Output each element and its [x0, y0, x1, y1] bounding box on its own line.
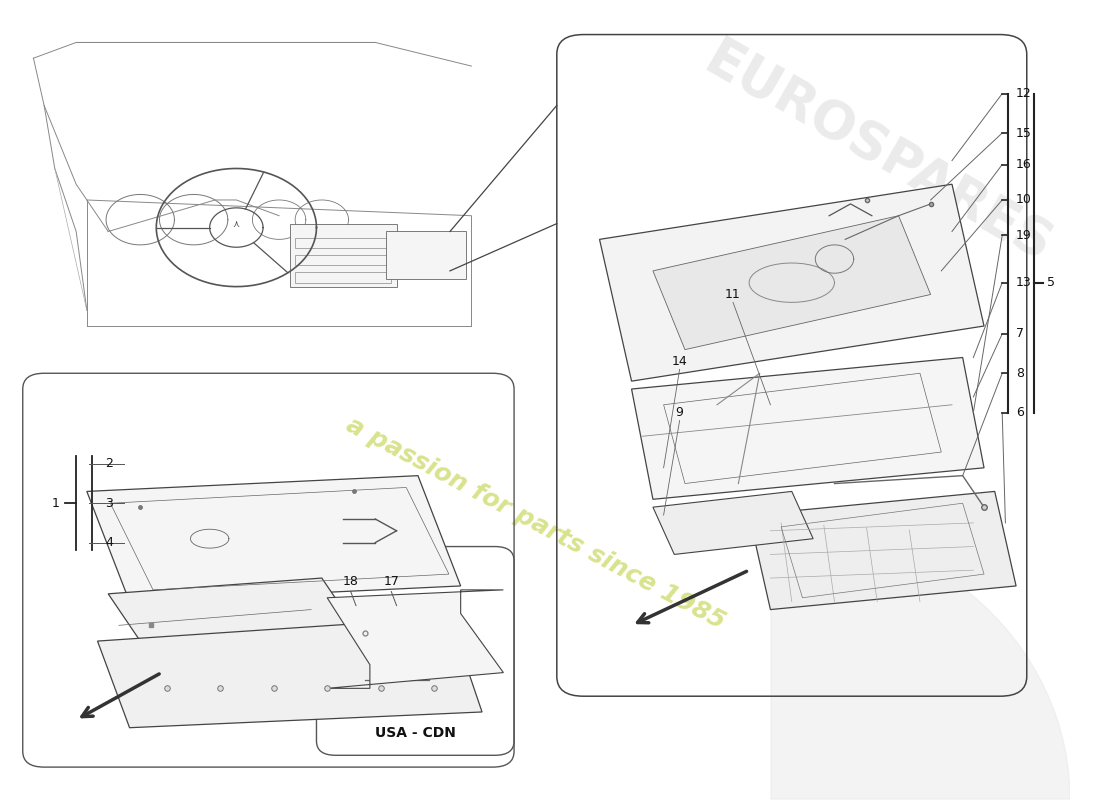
Polygon shape	[386, 231, 466, 278]
Polygon shape	[327, 590, 504, 688]
Polygon shape	[653, 216, 931, 350]
Text: ⋏: ⋏	[233, 218, 240, 229]
Polygon shape	[98, 618, 482, 728]
Text: 15: 15	[1016, 126, 1032, 139]
Text: 12: 12	[1016, 87, 1032, 100]
Text: 7: 7	[1016, 327, 1024, 340]
Polygon shape	[108, 578, 364, 657]
Text: 17: 17	[383, 575, 399, 589]
Polygon shape	[600, 184, 984, 381]
Text: 2: 2	[104, 458, 113, 470]
Text: 13: 13	[1016, 276, 1032, 289]
Polygon shape	[289, 224, 397, 286]
Text: 5: 5	[1047, 276, 1055, 289]
Text: 19: 19	[1016, 229, 1032, 242]
Text: 4: 4	[104, 536, 113, 549]
Text: 11: 11	[725, 288, 741, 301]
Text: 8: 8	[1016, 366, 1024, 380]
Text: a passion for parts since 1985: a passion for parts since 1985	[342, 413, 729, 634]
Polygon shape	[631, 358, 984, 499]
Polygon shape	[653, 491, 813, 554]
Text: 3: 3	[104, 497, 113, 510]
Text: 10: 10	[1016, 194, 1032, 206]
Polygon shape	[749, 491, 1016, 610]
Polygon shape	[87, 476, 461, 602]
Text: 6: 6	[1016, 406, 1024, 419]
Text: 16: 16	[1016, 158, 1032, 171]
Text: 14: 14	[672, 355, 688, 368]
Text: 18: 18	[343, 575, 359, 589]
Text: 1: 1	[52, 497, 59, 510]
Text: 9: 9	[675, 406, 683, 419]
Text: USA - CDN: USA - CDN	[375, 726, 455, 740]
Text: EUROSPARES: EUROSPARES	[694, 32, 1059, 273]
